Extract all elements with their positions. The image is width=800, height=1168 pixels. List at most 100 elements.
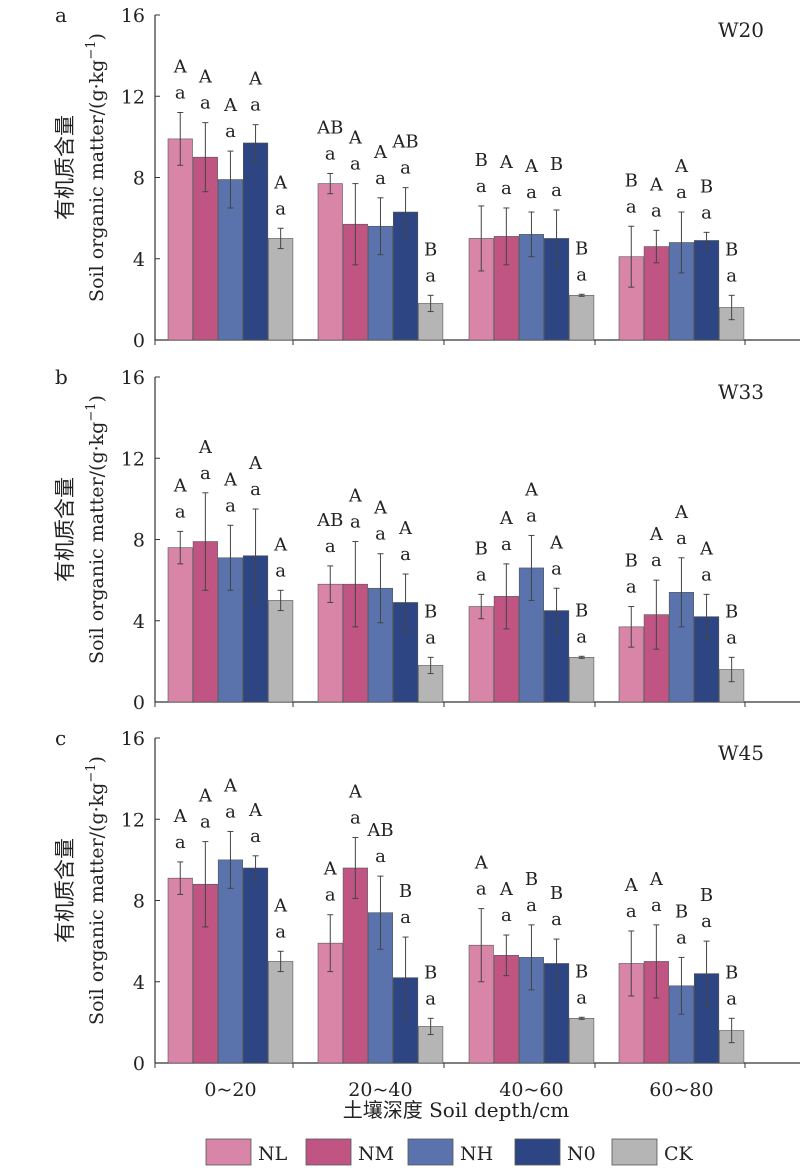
- x-tick-label: 20~40: [348, 1079, 412, 1101]
- significance-upper: A: [223, 775, 238, 796]
- x-tick-label: 60~80: [649, 1079, 713, 1101]
- y-axis-title-cn: 有机质含量: [53, 477, 77, 582]
- significance-lower: a: [175, 83, 186, 104]
- x-tick-label: 0~20: [204, 1079, 256, 1101]
- legend-item-nm: NM: [305, 1138, 394, 1166]
- significance-upper: A: [248, 69, 263, 90]
- significance-upper: B: [424, 239, 437, 260]
- significance-upper: B: [475, 150, 488, 171]
- y-tick-label: 8: [133, 891, 145, 913]
- significance-upper: B: [424, 601, 437, 622]
- significance-lower: a: [175, 832, 186, 853]
- y-axis-title: Soil organic matter/(g·kg−1): [84, 756, 108, 1025]
- significance-upper: A: [474, 853, 489, 874]
- significance-lower: a: [200, 93, 211, 114]
- significance-lower: a: [526, 505, 537, 526]
- significance-upper: B: [725, 601, 738, 622]
- significance-lower: a: [250, 826, 261, 847]
- legend-swatch: [611, 1138, 658, 1166]
- significance-upper: A: [524, 156, 539, 177]
- significance-lower: a: [400, 544, 411, 565]
- significance-lower: a: [526, 182, 537, 203]
- y-tick-label: 16: [121, 728, 145, 750]
- significance-lower: a: [200, 812, 211, 833]
- legend: NL NM NH N0 CK: [205, 1138, 694, 1166]
- bar-nh: [367, 225, 394, 341]
- significance-lower: a: [350, 512, 361, 533]
- bar-nl: [167, 877, 193, 1064]
- significance-upper: AB: [366, 820, 393, 841]
- significance-upper: B: [675, 901, 688, 922]
- significance-lower: a: [701, 564, 712, 585]
- site-label: W20: [718, 18, 764, 42]
- panel-letter: a: [55, 3, 67, 27]
- significance-lower: a: [726, 988, 737, 1009]
- bar-nl: [317, 583, 343, 703]
- significance-upper: B: [550, 154, 563, 175]
- significance-upper: AB: [391, 132, 418, 153]
- significance-upper: A: [173, 806, 188, 827]
- significance-lower: a: [425, 265, 436, 286]
- significance-lower: a: [526, 895, 537, 916]
- x-axis-title: 土壤深度 Soil depth/cm: [343, 1098, 570, 1122]
- y-axis-title-sup: −1: [84, 402, 99, 421]
- significance-lower: a: [501, 534, 512, 555]
- significance-upper: A: [649, 174, 664, 195]
- y-axis-title-close: ): [86, 33, 108, 40]
- y-axis-title-sup: −1: [84, 40, 99, 59]
- significance-lower: a: [701, 911, 712, 932]
- significance-lower: a: [476, 879, 487, 900]
- y-tick-label: 16: [121, 367, 145, 389]
- bar-nl: [317, 183, 343, 341]
- bar-nh: [217, 859, 243, 1064]
- significance-upper: A: [248, 453, 263, 474]
- significance-upper: A: [273, 534, 288, 555]
- significance-upper: A: [549, 532, 564, 553]
- y-axis-title: Soil organic matter/(g·kg−1): [84, 395, 108, 664]
- significance-upper: B: [725, 239, 738, 260]
- bar-nl: [468, 606, 494, 703]
- significance-lower: a: [425, 627, 436, 648]
- significance-upper: B: [575, 961, 588, 982]
- significance-upper: B: [550, 883, 563, 904]
- significance-upper: B: [725, 962, 738, 983]
- bar-ck: [268, 238, 294, 341]
- significance-upper: B: [700, 885, 713, 906]
- significance-lower: a: [325, 885, 336, 906]
- y-axis-title-sup: −1: [84, 763, 99, 782]
- y-tick-label: 4: [133, 249, 145, 271]
- significance-lower: a: [676, 182, 687, 203]
- significance-lower: a: [626, 196, 637, 217]
- significance-lower: a: [350, 154, 361, 175]
- significance-lower: a: [701, 202, 712, 223]
- legend-label: NH: [460, 1143, 493, 1165]
- legend-item-nl: NL: [205, 1138, 288, 1166]
- significance-lower: a: [275, 921, 286, 942]
- significance-lower: a: [676, 528, 687, 549]
- legend-item-nh: NH: [407, 1138, 493, 1166]
- significance-lower: a: [576, 987, 587, 1008]
- y-axis-title: Soil organic matter/(g·kg−1): [84, 33, 108, 302]
- significance-lower: a: [651, 550, 662, 571]
- y-tick-label: 16: [121, 5, 145, 27]
- bar-ck: [569, 1018, 595, 1064]
- significance-upper: A: [198, 67, 213, 88]
- significance-upper: A: [649, 524, 664, 545]
- significance-upper: A: [198, 437, 213, 458]
- significance-upper: A: [223, 469, 238, 490]
- significance-upper: A: [398, 518, 413, 539]
- significance-upper: B: [475, 538, 488, 559]
- significance-lower: a: [501, 905, 512, 926]
- legend-item-n0: N0: [514, 1138, 596, 1166]
- significance-lower: a: [325, 143, 336, 164]
- significance-lower: a: [225, 121, 236, 142]
- significance-lower: a: [551, 909, 562, 930]
- significance-lower: a: [651, 200, 662, 221]
- significance-upper: B: [525, 869, 538, 890]
- significance-upper: A: [699, 538, 714, 559]
- significance-lower: a: [175, 501, 186, 522]
- significance-upper: A: [499, 508, 514, 529]
- significance-upper: A: [348, 782, 363, 803]
- significance-lower: a: [726, 627, 737, 648]
